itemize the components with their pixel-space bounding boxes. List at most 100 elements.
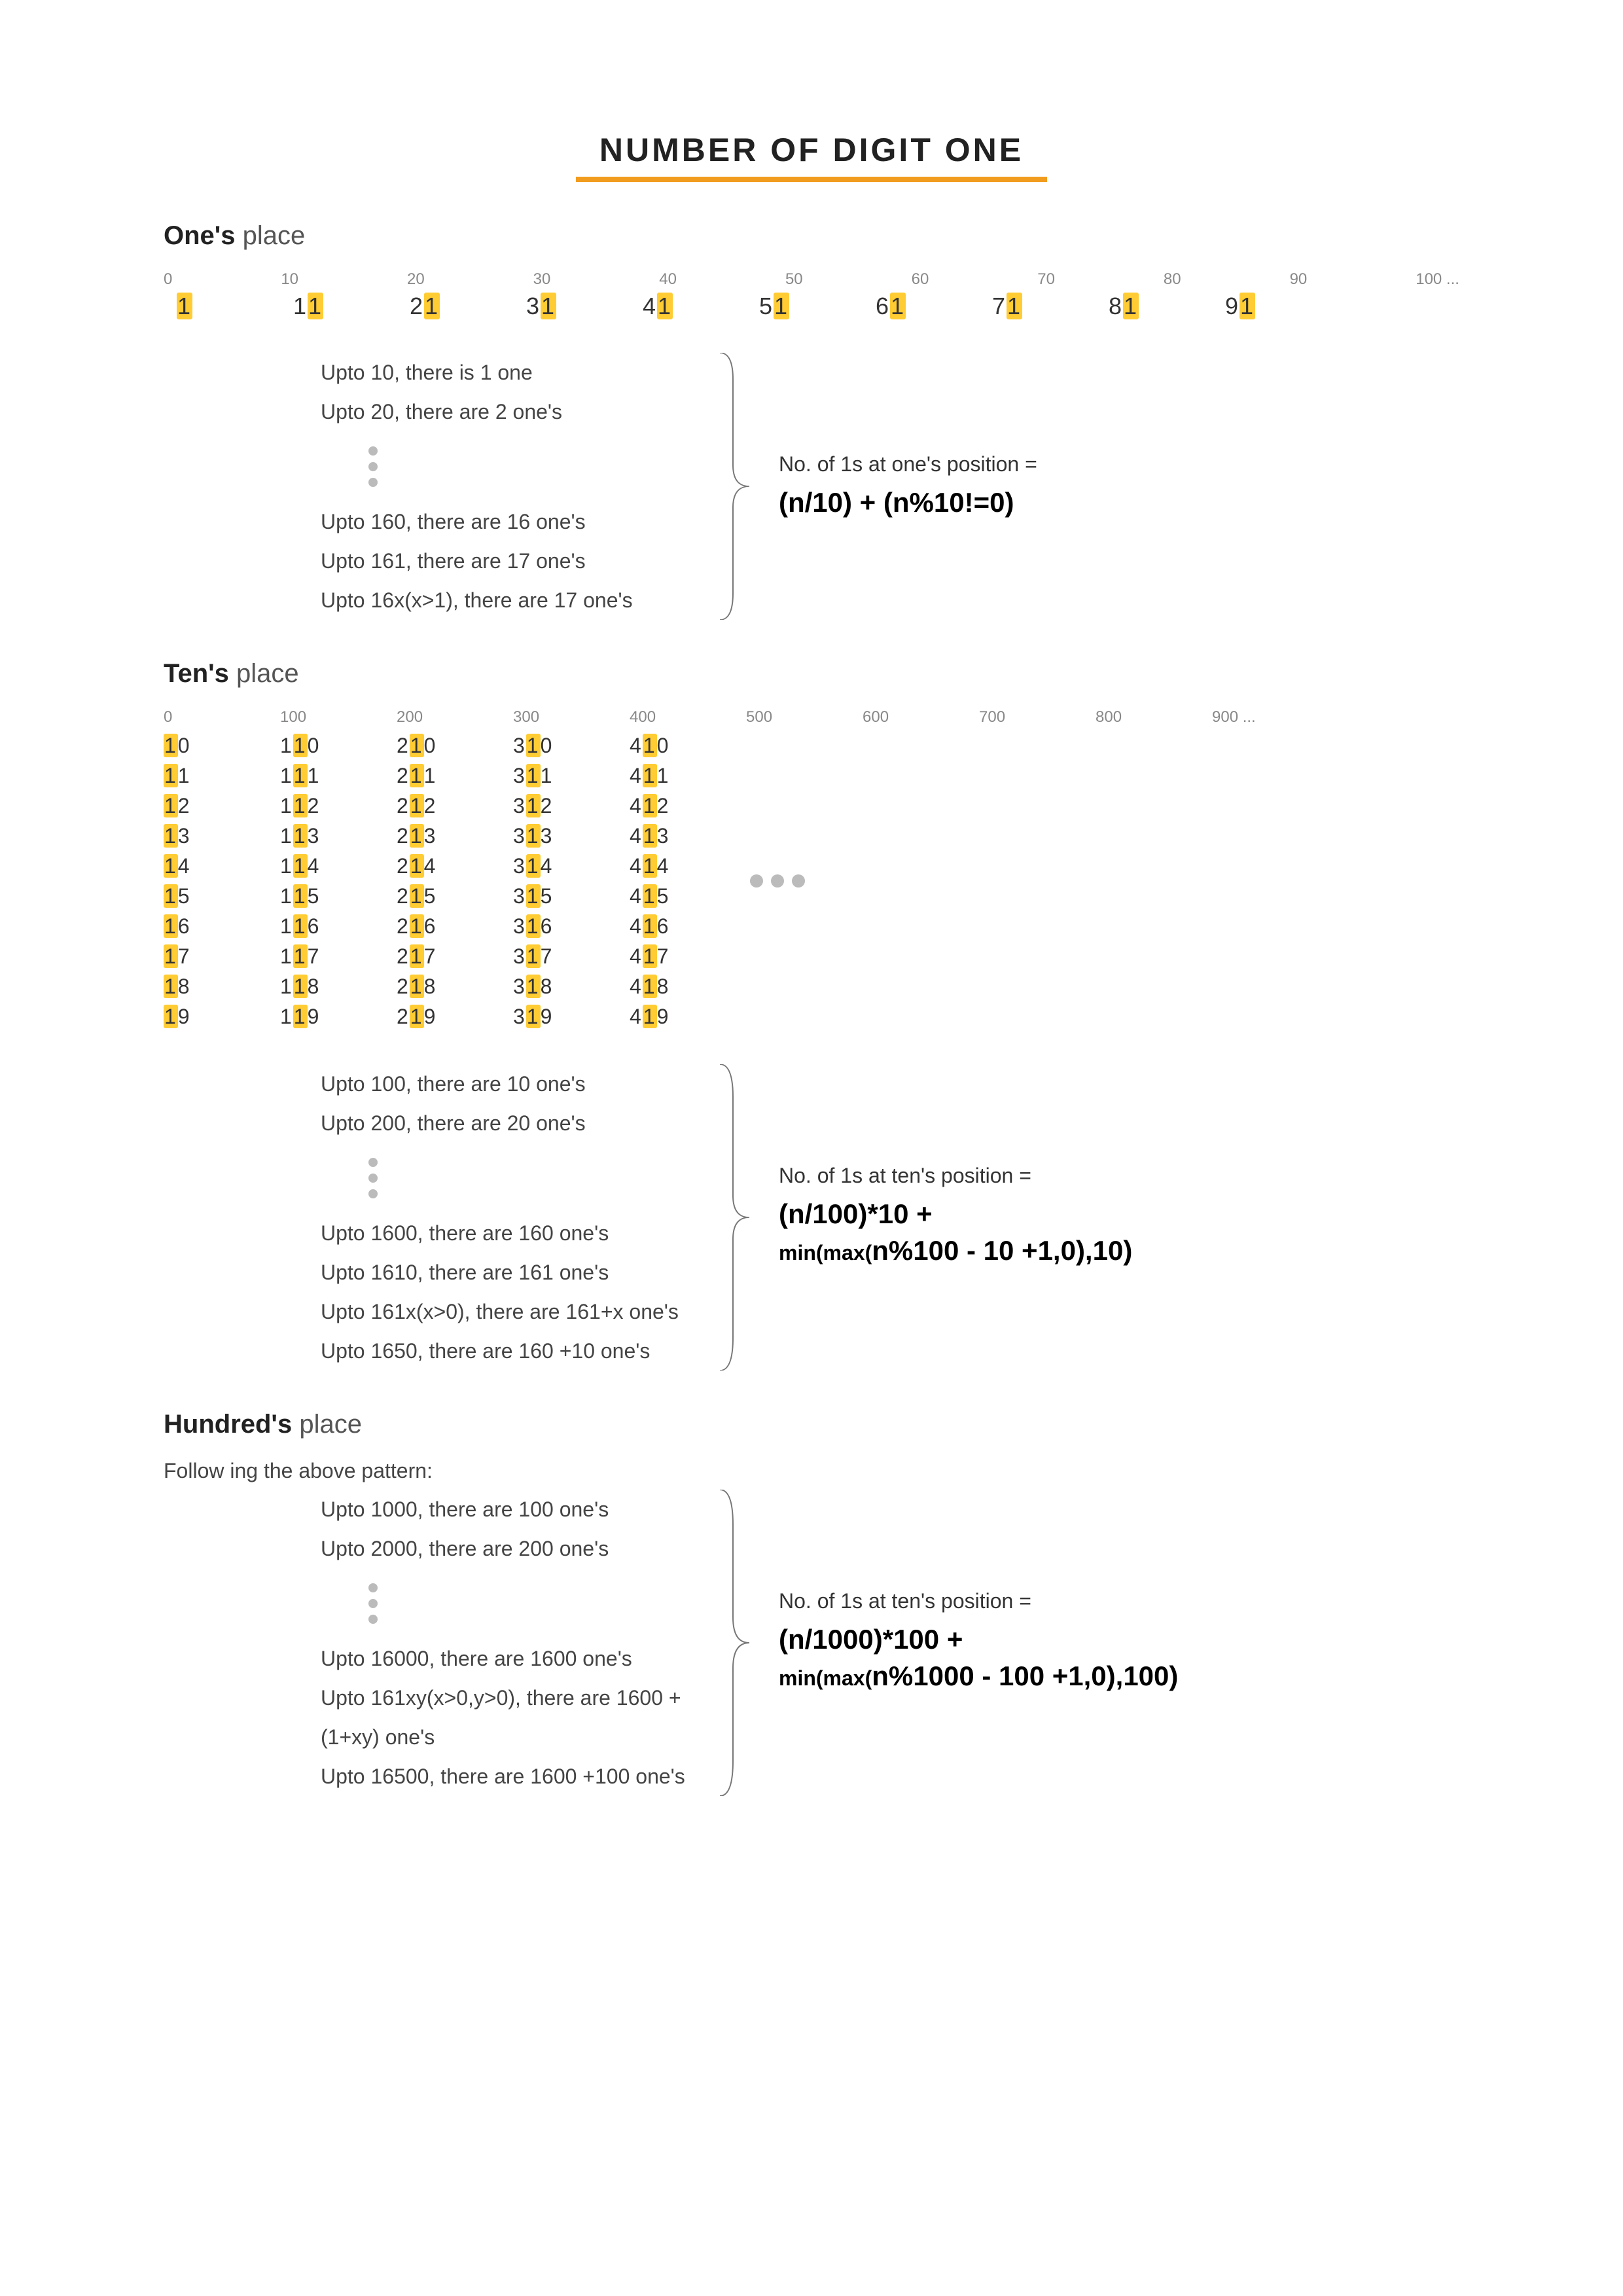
tens-number: 115	[280, 881, 397, 911]
ones-heading: One's place	[164, 221, 1459, 251]
ellipsis-horizontal-icon	[746, 874, 863, 888]
tens-col-header: 900 ...	[1212, 708, 1329, 726]
tens-number: 217	[397, 941, 513, 971]
explain-line: Upto 2000, there are 200 one's	[321, 1529, 713, 1568]
tens-col-header: 400	[630, 708, 746, 726]
tens-number: 317	[513, 941, 630, 971]
tens-column: 500	[746, 708, 863, 1031]
axis-label: 0	[164, 270, 172, 289]
ones-number: 61	[876, 293, 992, 320]
ones-number: 41	[643, 293, 759, 320]
axis-label: 20	[407, 270, 425, 289]
ones-formula-expr: (n/10) + (n%10!=0)	[779, 484, 1037, 521]
axis-label: 70	[1037, 270, 1055, 289]
page-title: NUMBER OF DIGIT ONE	[599, 131, 1024, 169]
tens-number: 15	[164, 881, 280, 911]
explain-line: Upto 20, there are 2 one's	[321, 392, 713, 431]
tens-number: 314	[513, 851, 630, 881]
axis-label: 90	[1290, 270, 1308, 289]
tens-column: 700	[979, 708, 1096, 1031]
hundreds-formula-label: No. of 1s at ten's position =	[779, 1589, 1178, 1613]
tens-column: 300310311312313314315316317318319	[513, 708, 630, 1031]
tens-number: 212	[397, 791, 513, 821]
ellipsis-vertical-icon	[321, 1155, 425, 1202]
tens-number: 17	[164, 941, 280, 971]
tens-number: 219	[397, 1001, 513, 1031]
tens-formula-line1: (n/100)*10 +	[779, 1196, 1132, 1232]
title-underline	[576, 177, 1047, 182]
tens-number: 310	[513, 730, 630, 761]
explain-line: Upto 1600, there are 160 one's	[321, 1213, 713, 1253]
explain-line: Upto 160, there are 16 one's	[321, 502, 713, 541]
ones-number: 71	[992, 293, 1109, 320]
ones-formula: No. of 1s at one's position = (n/10) + (…	[753, 452, 1037, 521]
tens-number: 318	[513, 971, 630, 1001]
tens-number: 18	[164, 971, 280, 1001]
ones-number: 31	[526, 293, 643, 320]
tens-column: 010111213141516171819	[164, 708, 280, 1031]
tens-col-header: 700	[979, 708, 1096, 726]
tens-number: 16	[164, 911, 280, 941]
tens-number: 413	[630, 821, 746, 851]
tens-heading: Ten's place	[164, 659, 1459, 689]
tens-number: 12	[164, 791, 280, 821]
explain-line: Upto 1000, there are 100 one's	[321, 1490, 713, 1529]
hundreds-explain: Upto 1000, there are 100 one'sUpto 2000,…	[164, 1490, 713, 1796]
ellipsis-vertical-icon	[321, 1580, 425, 1627]
tens-number: 214	[397, 851, 513, 881]
explain-line: Upto 16500, there are 1600 +100 one's	[321, 1757, 713, 1796]
explain-line: Upto 16000, there are 1600 one's	[321, 1639, 713, 1678]
tens-col-header: 200	[397, 708, 513, 726]
tens-number: 112	[280, 791, 397, 821]
tens-brace	[713, 1064, 753, 1371]
tens-number: 218	[397, 971, 513, 1001]
tens-number: 419	[630, 1001, 746, 1031]
explain-line: Upto 200, there are 20 one's	[321, 1103, 713, 1143]
ones-number: 81	[1109, 293, 1225, 320]
tens-grid: 0101112131415161718191001101111121131141…	[164, 708, 1459, 1031]
tens-number: 10	[164, 730, 280, 761]
axis-label: 50	[785, 270, 803, 289]
tens-column: 600	[863, 708, 979, 1031]
ones-number: 91	[1225, 293, 1342, 320]
axis-label: 10	[281, 270, 298, 289]
axis-label: 40	[659, 270, 677, 289]
tens-number: 412	[630, 791, 746, 821]
ellipsis-vertical-icon	[321, 443, 425, 490]
tens-number: 415	[630, 881, 746, 911]
ones-explain-wrap: Upto 10, there is 1 oneUpto 20, there ar…	[164, 353, 1459, 620]
explain-line: Upto 16x(x>1), there are 17 one's	[321, 581, 713, 620]
tens-number: 211	[397, 761, 513, 791]
hundreds-heading: Hundred's place	[164, 1410, 1459, 1439]
explain-line: Upto 1650, there are 160 +10 one's	[321, 1331, 713, 1371]
axis-label: 30	[533, 270, 551, 289]
ones-number: 1	[177, 293, 293, 320]
tens-number: 14	[164, 851, 280, 881]
tens-column: 800	[1096, 708, 1212, 1031]
ones-axis: 0102030405060708090100 ...	[164, 270, 1459, 289]
explain-line: Upto 161x(x>0), there are 161+x one's	[321, 1292, 713, 1331]
ones-number: 21	[410, 293, 526, 320]
tens-number: 416	[630, 911, 746, 941]
tens-number: 414	[630, 851, 746, 881]
axis-label: 80	[1164, 270, 1181, 289]
explain-line: Upto 161, there are 17 one's	[321, 541, 713, 581]
tens-number: 316	[513, 911, 630, 941]
hundreds-formula: No. of 1s at ten's position = (n/1000)*1…	[753, 1589, 1178, 1696]
explain-line: Upto 10, there is 1 one	[321, 353, 713, 392]
tens-column: 100110111112113114115116117118119	[280, 708, 397, 1031]
tens-col-header: 0	[164, 708, 280, 726]
tens-number: 114	[280, 851, 397, 881]
tens-number: 110	[280, 730, 397, 761]
tens-explain-wrap: Upto 100, there are 10 one'sUpto 200, th…	[164, 1064, 1459, 1371]
tens-formula-line2: min(max(n%100 - 10 +1,0),10)	[779, 1232, 1132, 1271]
tens-number: 113	[280, 821, 397, 851]
tens-number: 319	[513, 1001, 630, 1031]
tens-number: 19	[164, 1001, 280, 1031]
hundreds-brace	[713, 1490, 753, 1796]
tens-formula-label: No. of 1s at ten's position =	[779, 1164, 1132, 1188]
tens-number: 116	[280, 911, 397, 941]
explain-line: Upto 1610, there are 161 one's	[321, 1253, 713, 1292]
tens-number: 313	[513, 821, 630, 851]
tens-number: 418	[630, 971, 746, 1001]
